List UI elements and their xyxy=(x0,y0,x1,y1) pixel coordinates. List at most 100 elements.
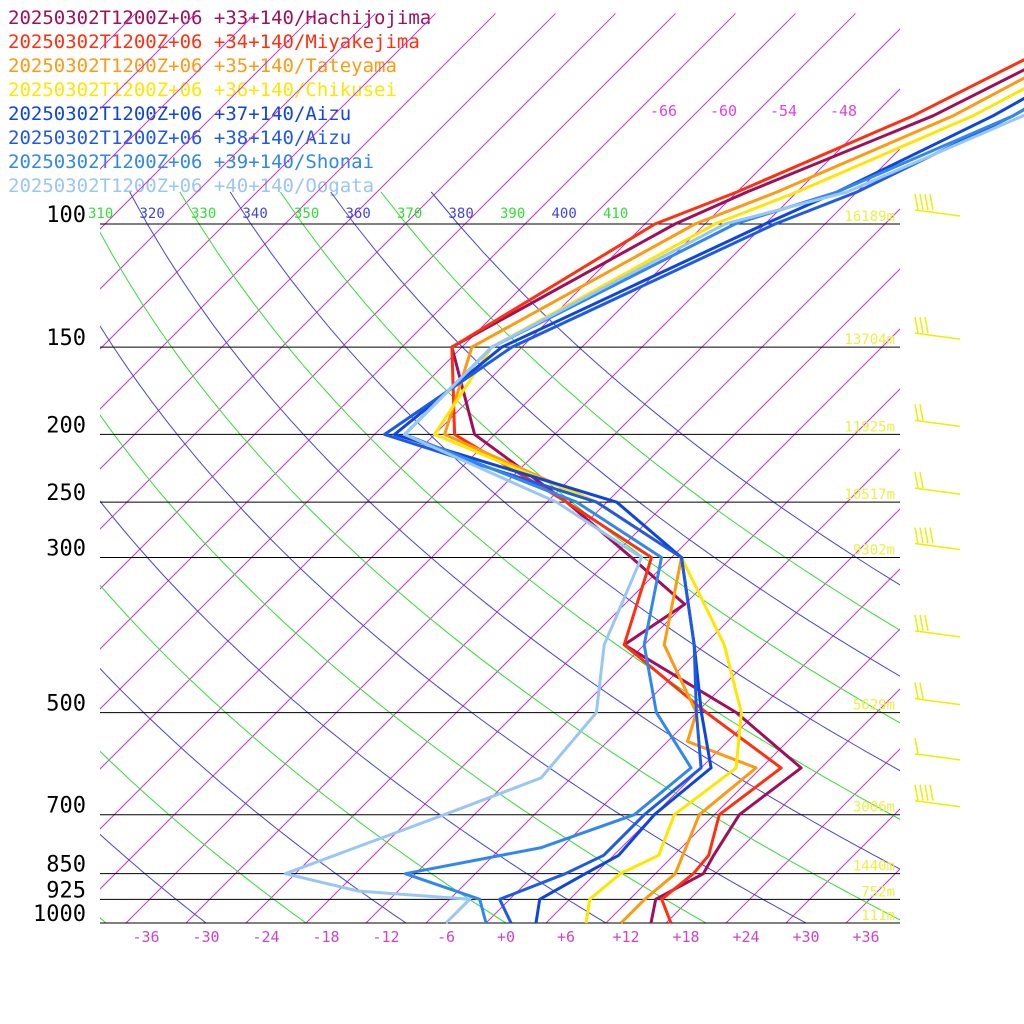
legend-entry: 20250302T1200Z+06 +40+140/Oogata xyxy=(8,175,375,197)
pressure-label: 850 xyxy=(46,853,86,878)
temperature-profile-line xyxy=(450,68,1024,924)
dry-adiabat-line xyxy=(380,191,900,631)
temperature-tick-label: +0 xyxy=(497,928,515,946)
isotherm-line xyxy=(100,13,376,290)
wind-barb xyxy=(914,784,961,808)
wind-barb xyxy=(914,193,961,217)
legend: 20250302T1200Z+06 +33+140/Hachijojima 202… xyxy=(8,6,431,198)
isotherm-line xyxy=(605,628,900,923)
pressure-label: 1000 xyxy=(33,902,86,927)
temperature-profile-line xyxy=(443,76,1024,925)
dry-adiabat-line xyxy=(229,191,900,772)
dry-adiabat-line xyxy=(100,667,407,923)
temperature-tick-label: +6 xyxy=(557,928,575,946)
legend-entry: 20250302T1200Z+06 +36+140/Chikusei xyxy=(8,79,397,101)
isotherm-label: -54 xyxy=(770,102,797,120)
isotherm-line xyxy=(545,568,900,923)
isotherm-line xyxy=(245,268,900,923)
temperature-profile-line xyxy=(433,87,1024,924)
theta-label: 410 xyxy=(603,206,628,222)
isotherm-label: -66 xyxy=(650,102,677,120)
isotherm-label: -60 xyxy=(710,102,737,120)
legend-entry: 20250302T1200Z+06 +34+140/Miyakejima xyxy=(8,31,420,53)
legend-entry: 20250302T1200Z+06 +39+140/Shonai xyxy=(8,151,375,173)
isotherm-line xyxy=(785,808,900,923)
isotherm-label: -48 xyxy=(830,102,857,120)
height-label: 10517m xyxy=(844,487,895,503)
isotherm-line xyxy=(185,208,900,923)
temperature-profile-line xyxy=(283,113,1024,925)
isotherm-line xyxy=(0,14,15,923)
theta-label: 310 xyxy=(88,206,113,222)
theta-label: 350 xyxy=(294,206,319,222)
isotherm-line xyxy=(100,13,316,230)
plot-area xyxy=(0,13,1024,923)
legend-entry: 20250302T1200Z+06 +37+140/Aizu xyxy=(8,103,352,125)
wind-barb xyxy=(914,527,961,551)
dry-adiabat-line xyxy=(279,191,900,724)
height-label: 13704m xyxy=(844,332,895,348)
temperature-tick-label: -12 xyxy=(372,928,399,946)
height-label: 5629m xyxy=(853,698,895,714)
temperature-tick-label: +12 xyxy=(612,928,639,946)
theta-label: 340 xyxy=(243,206,268,222)
dry-adiabat-line xyxy=(430,191,900,586)
theta-label: 390 xyxy=(500,206,525,222)
height-label: 11925m xyxy=(844,419,895,435)
height-label: 9302m xyxy=(853,543,895,559)
isotherm-line xyxy=(0,14,75,923)
wind-barb xyxy=(914,737,961,761)
dry-adiabat-line xyxy=(100,833,207,923)
isotherm-line xyxy=(665,688,900,923)
height-label: 1440m xyxy=(853,859,895,875)
isotherm-line xyxy=(100,13,196,110)
isotherm-line xyxy=(305,328,900,923)
theta-label: 380 xyxy=(449,206,474,222)
isotherm-line xyxy=(365,388,900,923)
isotherm-line xyxy=(485,508,900,923)
pressure-label: 250 xyxy=(46,481,86,506)
isotherm-line xyxy=(100,28,900,830)
dry-adiabat-line xyxy=(100,231,900,921)
isotherm-line xyxy=(100,13,136,50)
isotherm-line xyxy=(425,448,900,923)
temperature-tick-label: -24 xyxy=(252,928,279,946)
pressure-label: 925 xyxy=(46,878,86,903)
pressure-label: 200 xyxy=(46,413,86,438)
isotherm-line xyxy=(125,148,900,923)
wind-barb xyxy=(914,316,961,340)
legend-entry: 20250302T1200Z+06 +33+140/Hachijojima xyxy=(8,7,432,29)
temperature-profile-line xyxy=(450,58,1024,924)
dry-adiabat-line xyxy=(100,750,307,923)
isotherm-line xyxy=(100,13,616,530)
isotherm-line xyxy=(100,13,736,650)
pressure-label: 500 xyxy=(46,692,86,717)
theta-label: 370 xyxy=(397,206,422,222)
isotherm-line xyxy=(966,14,1024,923)
height-label: 752m xyxy=(861,884,895,900)
temperature-tick-label: +18 xyxy=(672,928,699,946)
dry-adiabat-line xyxy=(100,500,607,923)
theta-label: 320 xyxy=(140,206,165,222)
pressure-label: 150 xyxy=(46,326,86,351)
wind-barb xyxy=(914,404,961,428)
theta-label: 360 xyxy=(346,206,371,222)
temperature-tick-label: +36 xyxy=(852,928,879,946)
isotherm-line xyxy=(100,13,676,590)
wind-barb xyxy=(914,472,961,495)
pressure-label: 100 xyxy=(46,203,86,228)
height-label: 16189m xyxy=(844,209,895,225)
isotherm-line xyxy=(725,748,900,923)
theta-label: 400 xyxy=(552,206,577,222)
isotherm-line xyxy=(100,13,256,170)
dry-adiabat-line xyxy=(129,191,900,870)
temperature-tick-label: +30 xyxy=(792,928,819,946)
temperature-tick-label: -30 xyxy=(192,928,219,946)
pressure-label: 300 xyxy=(46,537,86,562)
isotherm-line xyxy=(100,13,796,710)
dry-adiabat-line xyxy=(100,325,807,923)
dry-adiabat-line xyxy=(100,584,507,923)
temperature-tick-label: -6 xyxy=(437,928,455,946)
pressure-label: 700 xyxy=(46,794,86,819)
